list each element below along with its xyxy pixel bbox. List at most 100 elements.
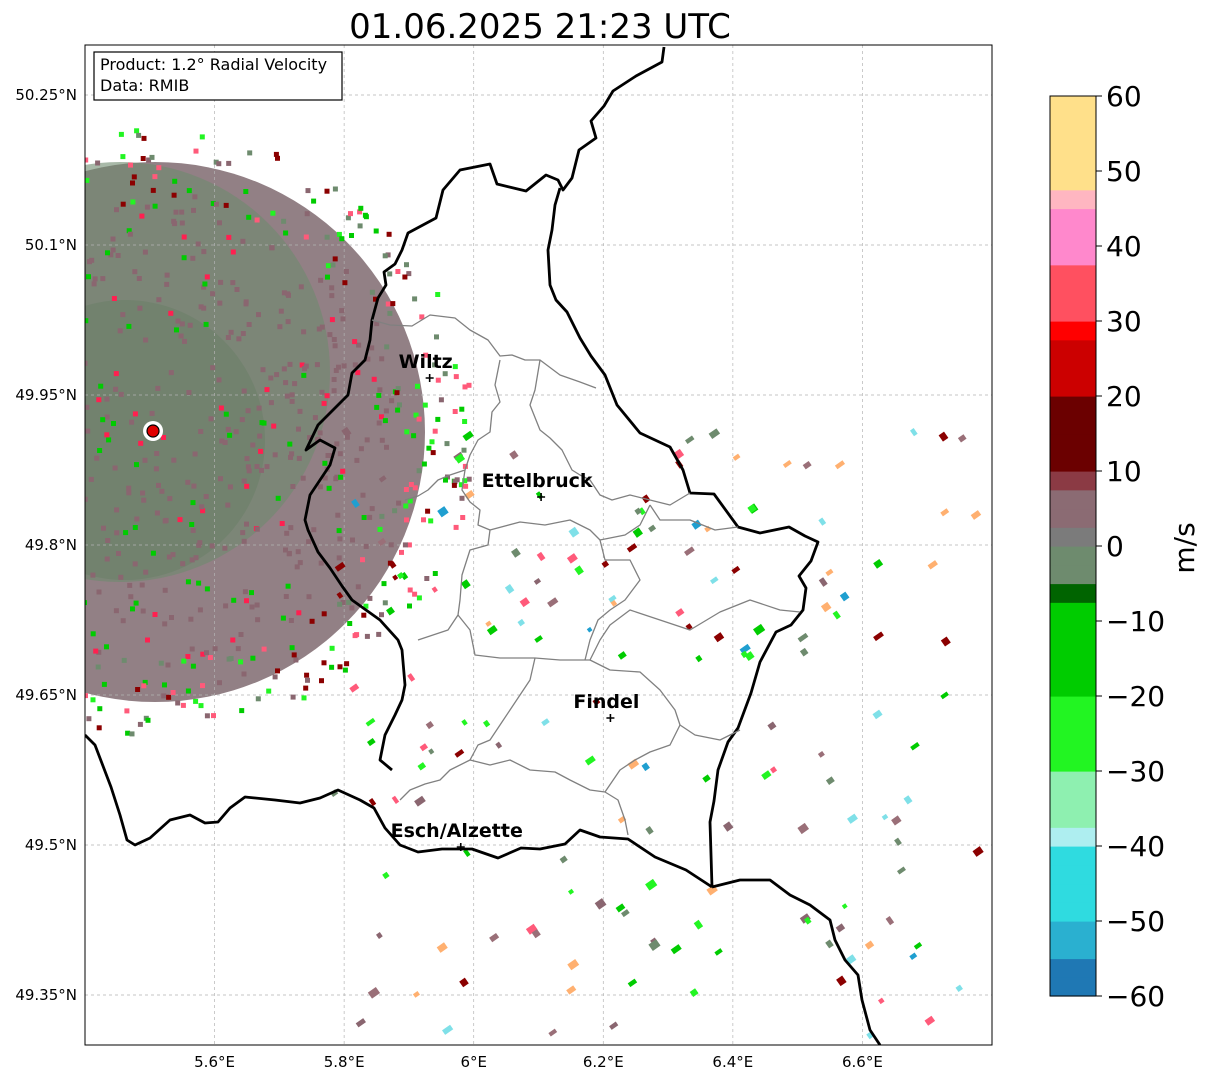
echo-pixel [189,522,195,527]
y-axis-ticks: 50.25°N 50.1°N 49.95°N 49.8°N 49.65°N 49.5°N 4… [15,86,77,1004]
echo-pixel [181,255,187,261]
echo-pixel [25,329,30,334]
echo-pixel [142,457,148,463]
echo-pixel [377,387,383,393]
echo-streak [714,948,723,956]
echo-pixel [85,428,91,434]
colorbar-step [1050,864,1096,885]
echo-streak [881,813,889,821]
echo-pixel [204,713,210,719]
echo-pixel [274,372,280,378]
x-tick-label: 6.2°E [583,1053,624,1071]
echo-pixel [130,180,135,186]
colorbar-step [1050,846,1096,866]
echo-pixel [219,438,225,444]
echo-pixel [18,490,23,495]
echo-pixel [112,465,118,471]
echo-pixel [142,249,148,255]
echo-pixel [367,514,373,520]
echo-pixel [37,291,42,296]
colorbar-step [1050,733,1096,753]
echo-streak [349,683,360,693]
city-marker [425,374,434,382]
echo-pixel [326,485,332,491]
echo-pixel [226,234,232,240]
echo-streak [509,450,519,460]
echo-streak [910,741,920,751]
echo-pixel [17,705,22,710]
echo-pixel [307,435,313,441]
echo-pixel [288,454,293,460]
echo-pixel [283,380,289,386]
echo-pixel [134,462,139,468]
echo-streak [378,475,387,483]
echo-pixel [223,202,229,208]
echo-pixel [64,580,69,585]
echo-pixel [344,434,350,440]
district-border-north [371,314,597,389]
district-border-redange [584,539,641,661]
echo-pixel [65,416,70,421]
echo-pixel [388,542,394,548]
colorbar-tick-label: −50 [1106,905,1165,938]
echo-streak [367,986,381,999]
echo-pixel [164,281,170,287]
x-tick-label: 5.6°E [194,1053,235,1071]
echo-streak [817,750,825,758]
echo-pixel [143,569,149,575]
echo-pixel [101,525,106,531]
echo-pixel [162,682,167,688]
echo-pixel [149,154,155,160]
echo-pixel [367,595,373,601]
echo-pixel [234,287,240,292]
echo-pixel [195,241,201,247]
echo-pixel [76,215,81,220]
echo-pixel [172,221,178,227]
echo-pixel [0,661,1,666]
echo-pixel [425,508,431,514]
echo-pixel [397,402,402,408]
echo-pixel [325,453,331,458]
border-germany-france-east [711,878,882,1045]
echo-pixel [190,500,196,506]
echo-pixel [429,439,435,445]
echo-pixel [118,574,124,580]
echo-pixel [228,329,234,335]
echo-pixel [283,594,289,599]
colorbar-step [1050,977,1096,997]
colorbar-step [1050,621,1096,641]
echo-pixel [188,616,194,622]
echo-pixel [126,490,132,496]
colorbar-step [1050,152,1096,172]
echo-pixel [225,502,231,508]
echo-pixel [138,440,144,446]
echo-streak [873,631,884,642]
echo-pixel [444,441,450,447]
echo-streak [463,848,471,858]
echo-pixel [342,280,348,286]
echo-pixel [95,664,101,670]
city-marker [606,714,615,722]
echo-pixel [111,296,117,301]
echo-streak [504,584,515,594]
colorbar-step [1050,696,1096,716]
echo-pixel [189,557,195,563]
echo-pixel [126,228,132,234]
echo-pixel [125,730,131,736]
echo-pixel [154,510,160,516]
echo-pixel [166,694,172,700]
echo-pixel [432,571,438,576]
echo-pixel [243,301,249,307]
echo-pixel [387,560,393,566]
echo-pixel [213,159,219,165]
echo-pixel [59,554,64,559]
map-area[interactable]: Wiltz Ettelbruck Findel Esch/Alzette [0,44,993,1046]
echo-pixel [281,218,287,224]
echo-pixel [462,463,468,469]
echo-pixel [451,482,457,488]
echo-pixel [404,262,409,268]
echo-streak [675,608,685,617]
border-luxembourg-germany [546,187,820,888]
echo-pixel [275,495,281,501]
echo-streak [437,506,449,518]
